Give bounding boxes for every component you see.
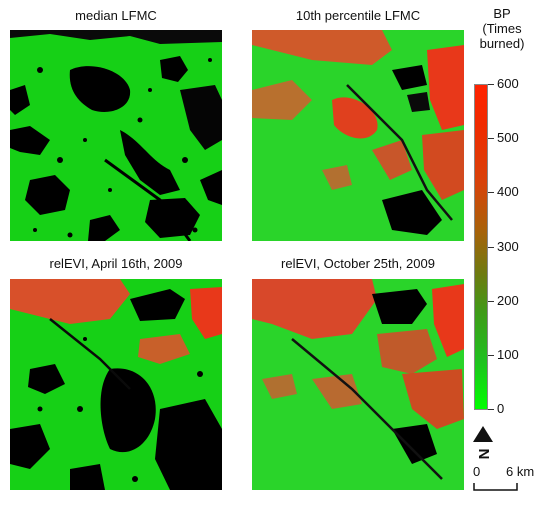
legend-tick: [488, 247, 494, 248]
legend-title-line2: (Times: [482, 21, 522, 36]
legend-tick-label-400: 400: [497, 184, 519, 199]
map-median-lfmc: [10, 30, 222, 241]
panel-title-relevi-october: relEVI, October 25th, 2009: [281, 256, 435, 271]
legend-tick: [488, 138, 494, 139]
scale-bar-line: [473, 483, 518, 491]
legend-tick: [488, 84, 494, 85]
map-relevi-april: [10, 279, 222, 490]
map-relevi-october: [252, 279, 464, 490]
north-label: N: [476, 449, 493, 460]
legend-tick: [488, 301, 494, 302]
legend-tick-label-0: 0: [497, 401, 505, 416]
legend-tick-label-300: 300: [497, 239, 519, 254]
legend-tick-label-500: 500: [497, 130, 519, 145]
legend-tick: [488, 355, 494, 356]
legend-tick: [488, 192, 494, 193]
legend-tick-label-600: 600: [497, 76, 519, 91]
panel-title-relevi-april: relEVI, April 16th, 2009: [49, 256, 183, 271]
legend-tick-label-200: 200: [497, 293, 519, 308]
north-arrow-icon: N: [473, 426, 493, 466]
scale-bar: 0 6 km: [470, 463, 546, 499]
legend-tick-label-100: 100: [497, 347, 519, 362]
scale-end-label: 6 km: [506, 464, 534, 479]
legend-tick: [488, 409, 494, 410]
panel-title-10th-percentile-lfmc: 10th percentile LFMC: [295, 8, 421, 23]
scale-start-label: 0: [473, 464, 480, 479]
panel-title-median-lfmc: median LFMC: [75, 8, 157, 23]
map-10th-percentile-lfmc: [252, 30, 464, 241]
legend-title: BP (Times burned): [466, 6, 538, 51]
legend-title-line1: BP: [493, 6, 511, 21]
legend-colorbar: [474, 84, 488, 410]
legend-title-line3: burned): [479, 36, 525, 51]
